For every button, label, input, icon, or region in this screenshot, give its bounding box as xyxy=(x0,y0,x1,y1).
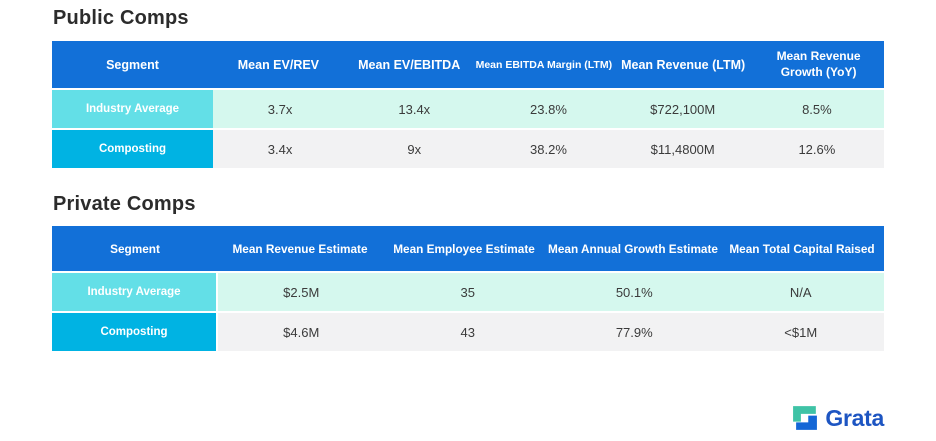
value-cell: 38.2% xyxy=(481,130,616,168)
value-cell: $2.5M xyxy=(218,273,385,311)
value-cell: 35 xyxy=(384,273,551,311)
value-cell: N/A xyxy=(717,273,884,311)
value-cell: 43 xyxy=(384,313,551,351)
public-comps-table: Segment Mean EV/REV Mean EV/EBITDA Mean … xyxy=(52,41,884,168)
value-cell: 8.5% xyxy=(749,90,884,128)
value-cell: 13.4x xyxy=(347,90,482,128)
header-cell-segment: Segment xyxy=(106,57,159,72)
value-cell: 3.4x xyxy=(213,130,348,168)
header-cell-revenue-ltm: Mean Revenue (LTM) xyxy=(621,57,746,72)
table-row-industry-average: Industry Average $2.5M 35 50.1% N/A xyxy=(52,273,884,311)
value-cell: 12.6% xyxy=(749,130,884,168)
header-cell-annual-growth-estimate: Mean Annual Growth Estimate xyxy=(548,241,718,256)
private-table-header-row: Segment Mean Revenue Estimate Mean Emplo… xyxy=(52,226,884,271)
value-cell: $722,100M xyxy=(615,90,750,128)
value-cell: $4.6M xyxy=(218,313,385,351)
value-cell: 77.9% xyxy=(551,313,718,351)
value-cell: 3.7x xyxy=(213,90,348,128)
grata-logo-text: Grata xyxy=(825,404,884,431)
header-cell-segment: Segment xyxy=(110,241,160,256)
private-comps-title: Private Comps xyxy=(53,193,196,215)
segment-cell: Industry Average xyxy=(52,90,213,128)
value-cell: <$1M xyxy=(717,313,884,351)
grata-logo: Grata xyxy=(792,405,884,431)
value-cell: 50.1% xyxy=(551,273,718,311)
table-row-industry-average: Industry Average 3.7x 13.4x 23.8% $722,1… xyxy=(52,90,884,128)
header-cell-ev-ebitda: Mean EV/EBITDA xyxy=(358,57,461,72)
header-cell-revenue-estimate: Mean Revenue Estimate xyxy=(232,241,368,256)
table-row-composting: Composting 3.4x 9x 38.2% $11,4800M 12.6% xyxy=(52,130,884,168)
public-comps-title: Public Comps xyxy=(53,7,189,29)
header-cell-ebitda-margin: Mean EBITDA Margin (LTM) xyxy=(475,58,613,71)
public-table-header-row: Segment Mean EV/REV Mean EV/EBITDA Mean … xyxy=(52,41,884,88)
table-row-composting: Composting $4.6M 43 77.9% <$1M xyxy=(52,313,884,351)
header-cell-total-capital-raised: Mean Total Capital Raised xyxy=(729,241,875,256)
header-cell-revenue-growth: Mean Revenue Growth (YoY) xyxy=(776,48,861,79)
value-cell: 23.8% xyxy=(481,90,616,128)
segment-cell: Composting xyxy=(52,130,213,168)
private-comps-table: Segment Mean Revenue Estimate Mean Emplo… xyxy=(52,226,884,351)
header-cell-employee-estimate: Mean Employee Estimate xyxy=(393,241,535,256)
value-cell: $11,4800M xyxy=(615,130,750,168)
value-cell: 9x xyxy=(347,130,482,168)
grata-mark-icon xyxy=(792,405,818,431)
header-cell-ev-rev: Mean EV/REV xyxy=(237,57,320,72)
segment-cell: Composting xyxy=(52,313,218,351)
segment-cell: Industry Average xyxy=(52,273,218,311)
